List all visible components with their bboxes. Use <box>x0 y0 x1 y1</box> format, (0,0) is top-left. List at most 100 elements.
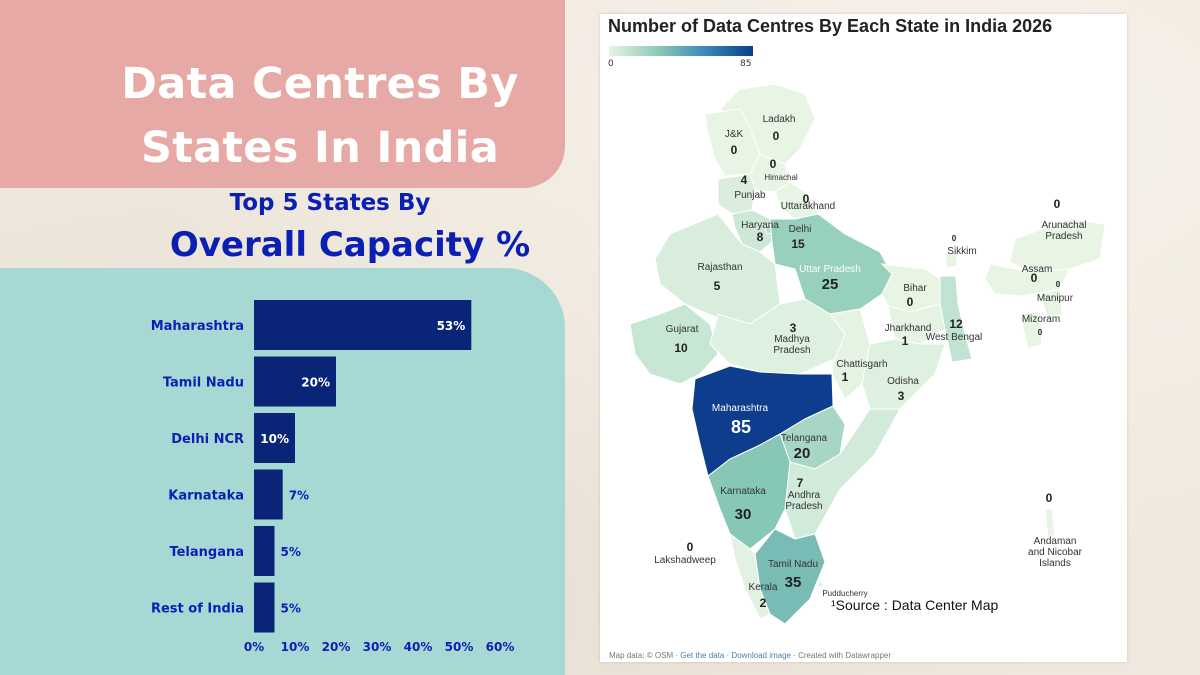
state-value-gujarat: 10 <box>674 341 688 355</box>
state-name-delhi: Delhi <box>788 224 812 235</box>
state-name-karnataka: Karnataka <box>720 486 766 497</box>
state-name-uttar-pradesh: Uttar Pradesh <box>799 264 861 275</box>
state-value-lakshadweep: 0 <box>686 540 694 554</box>
page-title: Data Centres By States In India <box>40 52 600 180</box>
state-value-haryana: 8 <box>756 230 764 244</box>
state-value-jharkhand: 1 <box>901 334 909 348</box>
state-name-andaman-and-nicobar-islands: Andaman and Nicobar Islands <box>1028 536 1082 569</box>
bar-value-label: 7% <box>289 489 309 503</box>
state-name-himachal: Himachal <box>764 173 798 182</box>
map-title: Number of Data Centres By Each State in … <box>608 16 1053 36</box>
bar <box>254 582 275 633</box>
map-card: Number of Data Centres By Each State in … <box>600 14 1127 662</box>
state-region-lakshadweep[interactable] <box>683 553 691 561</box>
state-name-telangana: Telangana <box>780 433 828 444</box>
bar <box>254 413 295 463</box>
state-value-uttarakhand: 0 <box>802 192 810 206</box>
state-region-pudducherry[interactable] <box>817 581 824 588</box>
state-region-chattisgarh[interactable] <box>829 308 871 400</box>
state-value-telangana: 20 <box>793 445 811 462</box>
state-region-gujarat[interactable] <box>629 303 719 385</box>
bar-value-label: 53% <box>437 319 466 333</box>
bar-category-label: Rest of India <box>151 602 244 617</box>
state-name-ladakh: Ladakh <box>762 114 796 125</box>
state-value-tamil-nadu: 35 <box>784 574 802 591</box>
india-choropleth-map <box>629 83 1106 625</box>
subtitle-line2: Overall Capacity % <box>169 225 531 265</box>
state-region-mizoram[interactable] <box>1019 311 1043 350</box>
source-note: ¹Source : Data Center Map <box>831 597 999 613</box>
state-region-arunachal-pradesh[interactable] <box>1009 218 1106 273</box>
state-name-jharkhand: Jharkhand <box>884 323 932 334</box>
state-value-chattisgarh: 1 <box>841 370 849 384</box>
state-region-manipur[interactable] <box>1039 288 1063 320</box>
state-region-karnataka[interactable] <box>707 433 791 550</box>
bar-category-label: Tamil Nadu <box>163 376 244 391</box>
state-name-sikkim: Sikkim <box>947 246 977 257</box>
state-value-west-bengal: 12 <box>949 317 963 331</box>
created-with-credit[interactable]: Created with Datawrapper <box>798 651 892 660</box>
bar-category-label: Maharashtra <box>151 319 244 334</box>
bar-value-label: 20% <box>301 376 330 390</box>
state-region-uttar-pradesh[interactable] <box>769 213 893 315</box>
state-value-sikkim: 0 <box>951 234 957 243</box>
bar <box>254 300 472 350</box>
map-data-credit[interactable]: Map data: © OSM <box>609 651 674 660</box>
state-value-punjab: 4 <box>740 173 748 187</box>
state-name-lakshadweep: Lakshadweep <box>654 555 716 566</box>
state-value-kerala: 2 <box>759 596 767 610</box>
bar-category-label: Karnataka <box>168 489 244 504</box>
state-value-madhya-pradesh: 3 <box>789 321 797 335</box>
title-panel <box>0 0 565 188</box>
x-tick-label: 40% <box>404 640 433 654</box>
state-name-arunachal-pradesh: Arunachal Pradesh <box>1041 220 1087 242</box>
state-value-maharashtra: 85 <box>730 417 752 437</box>
legend-max-label: 85 <box>740 59 752 69</box>
state-name-punjab: Punjab <box>734 190 766 201</box>
bar-category-label: Telangana <box>169 545 244 560</box>
state-name-haryana: Haryana <box>741 220 779 231</box>
state-value-karnataka: 30 <box>734 506 752 523</box>
state-name-j-k: J&K <box>724 129 744 140</box>
state-name-manipur: Manipur <box>1036 293 1074 304</box>
state-region-haryana[interactable] <box>731 209 773 253</box>
state-name-chattisgarh: Chattisgarh <box>836 359 888 370</box>
x-tick-label: 0% <box>244 640 264 654</box>
state-name-pudducherry: Pudducherry <box>822 589 868 598</box>
map-footer: Map data: © OSM · Get the data · Downloa… <box>609 651 892 660</box>
bar <box>254 469 283 520</box>
state-value-andaman-and-nicobar-islands: 0 <box>1045 491 1053 505</box>
bar-value-label: 5% <box>281 602 301 616</box>
x-tick-label: 50% <box>445 640 474 654</box>
state-value-manipur: 0 <box>1055 280 1061 289</box>
state-name-gujarat: Gujarat <box>665 324 699 335</box>
x-tick-label: 20% <box>322 640 351 654</box>
state-value-uttar-pradesh: 25 <box>821 276 839 293</box>
state-name-mizoram: Mizoram <box>1021 314 1061 325</box>
state-value-andhra-pradesh: 7 <box>796 476 804 490</box>
state-region-andhra-pradesh[interactable] <box>784 408 901 540</box>
state-name-bihar: Bihar <box>903 283 927 294</box>
bar-value-label: 10% <box>260 432 289 446</box>
bar <box>254 356 336 407</box>
state-name-west-bengal: West Bengal <box>925 332 983 343</box>
state-region-west-bengal[interactable] <box>939 275 973 363</box>
state-region-kerala[interactable] <box>729 532 771 620</box>
x-tick-label: 60% <box>486 640 515 654</box>
state-region-sikkim[interactable] <box>944 251 959 269</box>
state-name-rajasthan: Rajasthan <box>697 262 743 273</box>
get-data-link[interactable]: Get the data <box>680 651 725 660</box>
state-name-maharashtra: Maharashtra <box>711 403 769 414</box>
state-value-delhi: 15 <box>791 237 805 251</box>
capacity-bar-chart: Maharashtra 53% Tamil Nadu 20% Delhi NCR 10% K… <box>151 300 515 654</box>
state-name-assam: Assam <box>1021 264 1053 275</box>
page-title-line1: Data Centres By <box>121 59 519 109</box>
download-image-link[interactable]: Download image <box>731 651 791 660</box>
state-region-assam[interactable] <box>984 263 1071 297</box>
state-value-arunachal-pradesh: 0 <box>1053 197 1061 211</box>
state-value-j-k: 0 <box>730 143 738 157</box>
state-region-andaman-and-nicobar-islands[interactable] <box>1044 508 1056 540</box>
state-name-uttarakhand: Uttarakhand <box>780 201 836 212</box>
subtitle-line1: Top 5 States By <box>229 190 431 216</box>
bar-value-label: 5% <box>281 545 301 559</box>
